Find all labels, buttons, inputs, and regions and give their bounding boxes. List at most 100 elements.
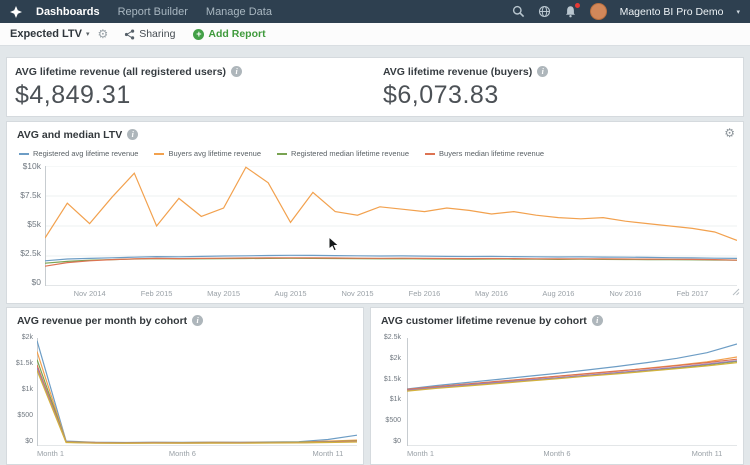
chart-title-row: AVG and median LTV i: [17, 129, 138, 141]
y-axis-tick: $10k: [23, 162, 41, 170]
x-axis-tick: Nov 2015: [341, 289, 373, 298]
chart-title-row: AVG revenue per month by cohort i: [17, 315, 203, 327]
x-axis-tick: Feb 2016: [409, 289, 441, 298]
dashboard-title[interactable]: Expected LTV: [10, 28, 82, 40]
y-axis-tick: $2k: [390, 355, 401, 363]
x-axis-labels: Month 1 Month 6 Month 11: [407, 449, 737, 461]
y-axis-tick: $0: [393, 438, 401, 446]
series-line: [37, 341, 357, 443]
bell-icon[interactable]: [564, 5, 577, 18]
chart-title: AVG customer lifetime revenue by cohort: [381, 315, 587, 327]
x-axis-tick: Month 6: [543, 449, 570, 458]
y-axis-labels: $10k $7.5k $5k $2.5k $0: [9, 162, 41, 286]
dashboard-toolbar: Expected LTV ▾ ⚙ Sharing + Add Report: [0, 23, 750, 46]
y-axis-tick: $1.5k: [384, 376, 401, 384]
x-axis-tick: Month 6: [169, 449, 196, 458]
chart-title: AVG revenue per month by cohort: [17, 315, 187, 327]
y-axis-tick: $1k: [22, 386, 33, 394]
legend-label: Registered avg lifetime revenue: [33, 149, 138, 158]
navbar-right: Magento BI Pro Demo ▾: [512, 3, 740, 20]
series-line: [37, 368, 357, 444]
globe-icon[interactable]: [538, 5, 551, 18]
series-line: [37, 365, 357, 443]
legend-label: Buyers median lifetime revenue: [439, 149, 544, 158]
user-menu-label[interactable]: Magento BI Pro Demo: [620, 6, 724, 18]
sharing-label: Sharing: [139, 28, 175, 40]
info-icon[interactable]: i: [192, 315, 203, 326]
dashboard-settings-gear-icon[interactable]: ⚙: [97, 28, 108, 40]
info-icon[interactable]: i: [231, 66, 242, 77]
y-axis-tick: $0: [25, 438, 33, 446]
dashboard-chevron-down-icon[interactable]: ▾: [86, 30, 90, 38]
lifetime-revenue-cohort-panel: AVG customer lifetime revenue by cohort i…: [370, 307, 744, 465]
top-navbar: Dashboards Report Builder Manage Data Ma…: [0, 0, 750, 23]
ltv-chart-panel: AVG and median LTV i ⚙ Registered avg lif…: [6, 121, 744, 304]
share-icon: [124, 29, 135, 40]
series-line: [45, 167, 737, 240]
metric-buyers[interactable]: AVG lifetime revenue (buyers) i $6,073.83: [375, 58, 743, 116]
legend-label: Registered median lifetime revenue: [291, 149, 409, 158]
chart-title: AVG and median LTV: [17, 129, 122, 141]
y-axis-tick: $2k: [22, 334, 33, 342]
x-axis-tick: Feb 2015: [141, 289, 173, 298]
info-icon[interactable]: i: [537, 66, 548, 77]
legend-swatch: [277, 153, 287, 155]
x-axis-tick: Month 1: [407, 449, 434, 458]
chart-legend: Registered avg lifetime revenue Buyers av…: [19, 149, 544, 158]
y-axis-labels: $2k $1.5k $1k $500 $0: [9, 334, 33, 446]
legend-item[interactable]: Registered avg lifetime revenue: [19, 149, 138, 158]
y-axis-tick: $2.5k: [384, 334, 401, 342]
brand-logo-icon[interactable]: [10, 6, 22, 18]
metric-title: AVG lifetime revenue (all registered use…: [15, 66, 367, 78]
chart-settings-gear-icon[interactable]: ⚙: [724, 127, 735, 139]
metric-title-text: AVG lifetime revenue (buyers): [383, 66, 532, 78]
x-axis-tick: Feb 2017: [677, 289, 709, 298]
x-axis-tick: Nov 2016: [609, 289, 641, 298]
nav-report-builder[interactable]: Report Builder: [118, 6, 188, 18]
resize-handle-icon[interactable]: [732, 283, 740, 301]
series-line: [37, 360, 357, 443]
app-window: Dashboards Report Builder Manage Data Ma…: [0, 0, 750, 465]
metric-value: $6,073.83: [383, 81, 735, 110]
x-axis-tick: Month 11: [313, 449, 344, 458]
add-report-button[interactable]: + Add Report: [193, 28, 265, 40]
metric-registered-users[interactable]: AVG lifetime revenue (all registered use…: [7, 58, 375, 116]
metrics-panel: AVG lifetime revenue (all registered use…: [6, 57, 744, 117]
nav-dashboards[interactable]: Dashboards: [36, 6, 100, 18]
cohort-revenue-line-chart[interactable]: [37, 338, 357, 446]
notification-badge: [575, 3, 580, 8]
x-axis-labels: Month 1Month 6Month 11: [37, 449, 357, 461]
revenue-per-month-cohort-panel: AVG revenue per month by cohort i $2k $1.5…: [6, 307, 364, 465]
sharing-button[interactable]: Sharing: [124, 28, 175, 40]
search-icon[interactable]: [512, 5, 525, 18]
y-axis-labels: $2.5k$2k$1.5k$1k$500$0: [373, 334, 401, 446]
metric-value: $4,849.31: [15, 81, 367, 110]
y-axis-tick: $500: [17, 412, 33, 420]
info-icon[interactable]: i: [592, 315, 603, 326]
cohort-lifetime-line-chart[interactable]: [407, 338, 737, 446]
y-axis-tick: $7.5k: [20, 191, 41, 199]
chevron-down-icon[interactable]: ▾: [736, 8, 740, 16]
x-axis-tick: May 2016: [475, 289, 508, 298]
metric-title: AVG lifetime revenue (buyers) i: [383, 66, 735, 78]
x-axis-tick: Aug 2015: [274, 289, 306, 298]
ltv-line-chart[interactable]: [45, 166, 737, 286]
metric-title-text: AVG lifetime revenue (all registered use…: [15, 66, 226, 78]
x-axis-tick: Month 11: [692, 449, 723, 458]
x-axis-tick: Nov 2014: [74, 289, 106, 298]
y-axis-tick: $500: [385, 417, 401, 425]
y-axis-tick: $2.5k: [20, 249, 41, 257]
legend-item[interactable]: Buyers median lifetime revenue: [425, 149, 544, 158]
x-axis-tick: Aug 2016: [542, 289, 574, 298]
legend-item[interactable]: Buyers avg lifetime revenue: [154, 149, 261, 158]
y-axis-tick: $5k: [27, 220, 41, 228]
legend-item[interactable]: Registered median lifetime revenue: [277, 149, 409, 158]
info-icon[interactable]: i: [127, 129, 138, 140]
legend-swatch: [154, 153, 164, 155]
x-axis-tick: May 2015: [207, 289, 240, 298]
chart-title-row: AVG customer lifetime revenue by cohort i: [381, 315, 603, 327]
y-axis-tick: $1.5k: [16, 360, 33, 368]
nav-manage-data[interactable]: Manage Data: [206, 6, 272, 18]
avatar[interactable]: [590, 3, 607, 20]
y-axis-tick: $0: [32, 278, 41, 286]
